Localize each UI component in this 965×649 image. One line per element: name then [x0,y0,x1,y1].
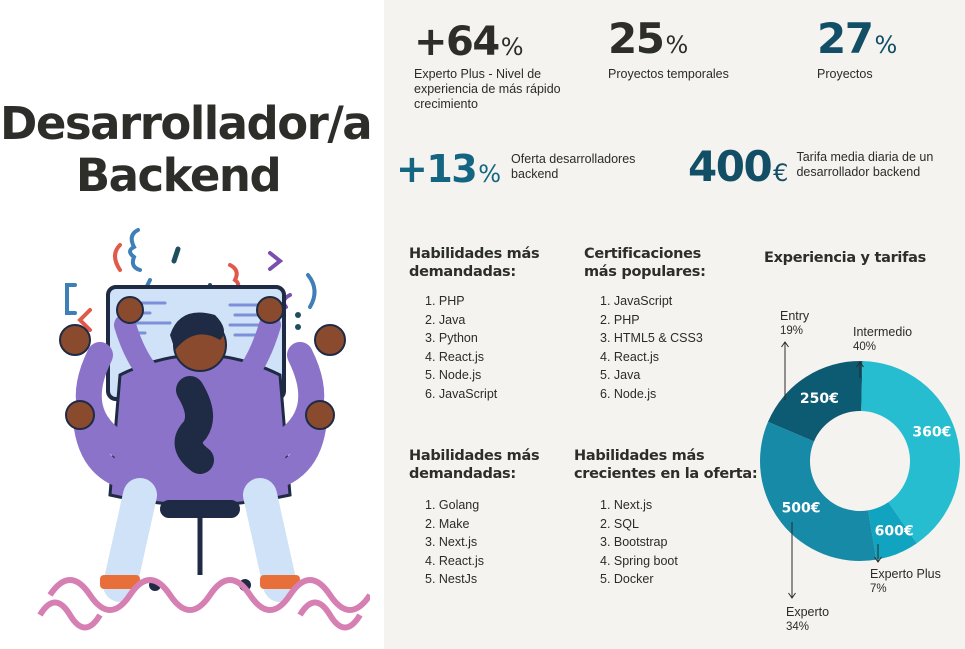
list-item: 5. Docker [600,572,654,586]
donut-slice-entry [767,361,863,442]
page-title-line2: Backend [75,149,282,202]
skills-bottom-title: Habilidades más demandadas: [409,448,540,482]
stat-value: +13 [396,147,478,191]
skills-top-list: 1. PHP 2. Java 3. Python 4. React.js 5. … [425,292,497,403]
stat-description: Experto Plus - Nivel de experiencia de m… [414,67,561,111]
list-item: 5. Node.js [425,368,482,382]
stat-value: +64 [414,19,500,65]
stat-temporary-projects: 25% Proyectos temporales [608,18,729,82]
stat-description: Proyectos temporales [608,67,729,81]
list-item: 3. Bootstrap [600,535,668,549]
list-item: 1. JavaScript [600,294,673,308]
stat-expert-plus-growth: +64% Experto Plus - Nivel de experiencia… [414,22,561,112]
skills-top-title: Habilidades más demandadas: [409,246,540,280]
arrow-icon [856,361,864,368]
list-item: 2. SQL [600,516,639,531]
callout-percent: 40% [853,341,876,353]
arrow-icon [781,341,789,348]
stat-unit: % [500,33,524,61]
certifications-list: 1. JavaScript 2. PHP 3. HTML5 & CSS3 4. … [600,292,703,403]
stat-daily-rate: 400€ Tarifa media diaria de un desarroll… [688,146,933,188]
list-item: 3. Python [425,331,478,345]
certifications-title: Certificaciones más populares: [584,246,706,280]
rate-label: 250€ [800,391,839,407]
stat-description: Proyectos [817,67,873,81]
arrow-icon [874,556,882,563]
list-item: 2. Make [425,516,470,531]
skills-bottom-list: 1. Golang 2. Make 3. Next.js 4. React.js… [425,496,484,589]
arrow-icon [788,592,796,599]
rate-label: 360€ [912,425,951,441]
list-item: 5. Java [600,368,641,382]
stat-value: 400 [688,142,773,191]
donut-slice-intermedio [861,361,960,544]
callout-category: Entry [780,309,810,323]
rate-label: 600€ [875,524,914,540]
callout-category: Experto [786,605,829,619]
donut-chart: 250€ 360€ 600€ 500€ Entry 19% Intermedio 40% Exp… [760,309,960,633]
stat-unit: % [665,31,689,59]
list-item: 3. HTML5 & CSS3 [600,331,703,345]
rate-label: 500€ [782,500,821,516]
donut-slice-experto-plus [868,502,917,560]
stat-unit: % [478,160,502,188]
page-title-line1: Desarrollador/a [0,97,373,150]
stat-unit: € [773,159,789,187]
list-item: 4. React.js [600,349,660,364]
list-item: 1. Next.js [600,498,653,512]
list-item: 4. React.js [425,553,485,568]
list-item: 1. PHP [425,294,465,308]
callout-intermedio: Intermedio 40% [853,325,912,378]
stat-value: 27 [817,14,874,63]
callout-category: Intermedio [853,325,912,339]
callout-experto-plus: Experto Plus 7% [870,544,941,595]
list-item: 6. JavaScript [425,386,498,401]
growing-skills-title: Habilidades más crecientes en la oferta: [574,448,758,482]
callout-experto: Experto 34% [786,522,829,633]
stat-unit: % [874,31,898,59]
callout-percent: 19% [780,325,803,337]
list-item: 4. Spring boot [600,553,678,568]
callout-entry: Entry 19% [780,309,810,400]
list-item: 1. Golang [425,498,480,512]
list-item: 2. PHP [600,312,640,327]
stat-description: Oferta desarrolladores backend [511,152,636,181]
stat-value: 25 [608,14,665,63]
growing-skills-list: 1. Next.js 2. SQL 3. Bootstrap 4. Spring… [600,496,678,589]
list-item: 3. Next.js [425,535,478,549]
callout-percent: 7% [870,583,887,595]
callout-percent: 34% [786,621,809,633]
stat-backend-offer: +13% Oferta desarrolladores backend [396,150,635,188]
list-item: 4. React.js [425,349,485,364]
list-item: 2. Java [425,312,466,327]
callout-category: Experto Plus [870,567,941,581]
list-item: 6. Node.js [600,386,657,401]
page-title: Desarrollador/a Backend [0,97,373,202]
chart-title: Experiencia y tarifas [764,250,926,266]
list-item: 5. NestJs [425,572,478,586]
stat-projects: 27% Proyectos [817,18,897,82]
donut-slice-experto [760,421,877,561]
stat-description: Tarifa media diaria de un desarrollador … [796,150,934,179]
left-panel: Desarrollador/a Backend [0,0,384,649]
developer-illustration [37,228,370,631]
